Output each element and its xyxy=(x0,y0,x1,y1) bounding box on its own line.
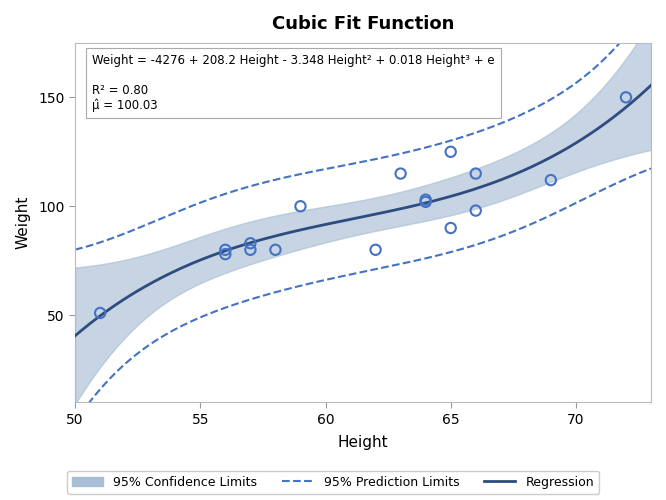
Point xyxy=(621,94,631,102)
Point xyxy=(95,309,105,317)
Point xyxy=(270,246,281,254)
Point xyxy=(370,246,381,254)
Point xyxy=(470,206,481,214)
Point xyxy=(446,148,456,156)
Point xyxy=(245,246,256,254)
Point xyxy=(220,246,230,254)
Text: Weight = -4276 + 208.2 Height - 3.348 Height² + 0.018 Height³ + e

R² = 0.80
μ̂ : Weight = -4276 + 208.2 Height - 3.348 He… xyxy=(93,54,495,112)
Point xyxy=(245,240,256,248)
Point xyxy=(396,170,406,177)
Title: Cubic Fit Function: Cubic Fit Function xyxy=(272,15,454,33)
Y-axis label: Weight: Weight xyxy=(15,196,30,250)
Point xyxy=(420,196,431,203)
Point xyxy=(545,176,556,184)
Point xyxy=(295,202,306,210)
Legend: 95% Confidence Limits, 95% Prediction Limits, Regression: 95% Confidence Limits, 95% Prediction Li… xyxy=(67,471,599,494)
Point xyxy=(446,224,456,232)
Point xyxy=(220,250,230,258)
Point xyxy=(470,170,481,177)
X-axis label: Height: Height xyxy=(338,435,388,450)
Point xyxy=(420,198,431,206)
